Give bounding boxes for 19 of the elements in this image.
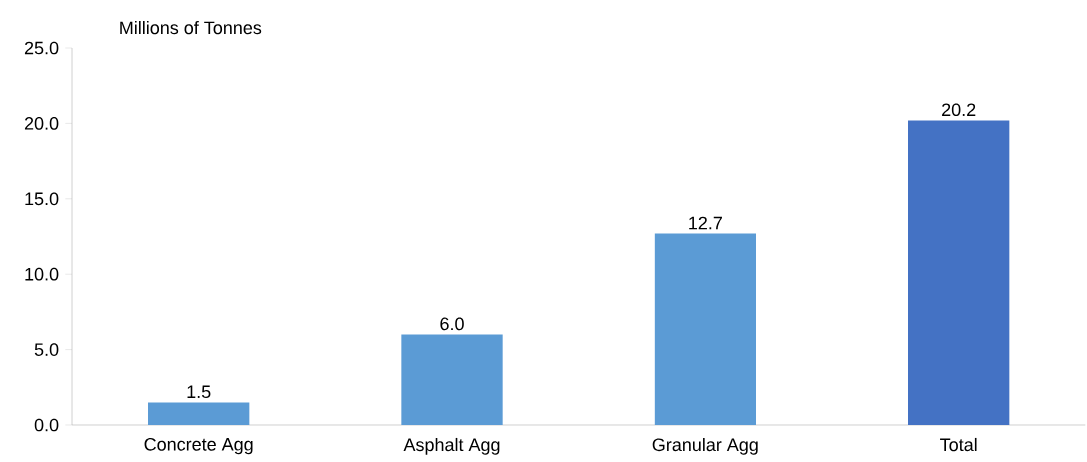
bar bbox=[401, 334, 503, 425]
x-tick-label: Concrete Agg bbox=[144, 437, 253, 455]
y-tick-label: 5.0 bbox=[34, 343, 59, 356]
x-tick-label: Granular Agg bbox=[652, 437, 758, 455]
data-label: 1.5 bbox=[187, 385, 211, 399]
bar bbox=[908, 120, 1010, 425]
y-tick-label: 0.0 bbox=[34, 418, 59, 432]
y-tick-label: 10.0 bbox=[25, 267, 59, 281]
y-tick-label: 15.0 bbox=[25, 192, 59, 206]
data-label: 20.2 bbox=[942, 103, 976, 117]
y-axis-title: Millions of Tonnes bbox=[120, 20, 262, 35]
bar bbox=[148, 402, 250, 425]
y-tick-label: 20.0 bbox=[24, 117, 59, 130]
bar bbox=[654, 233, 757, 425]
data-label: 6.0 bbox=[440, 317, 464, 331]
data-label: 12.7 bbox=[689, 216, 722, 230]
y-tick-label: 25.0 bbox=[24, 41, 59, 55]
x-tick-label: Asphalt Agg bbox=[403, 437, 500, 455]
x-tick-label: Total bbox=[940, 437, 977, 452]
